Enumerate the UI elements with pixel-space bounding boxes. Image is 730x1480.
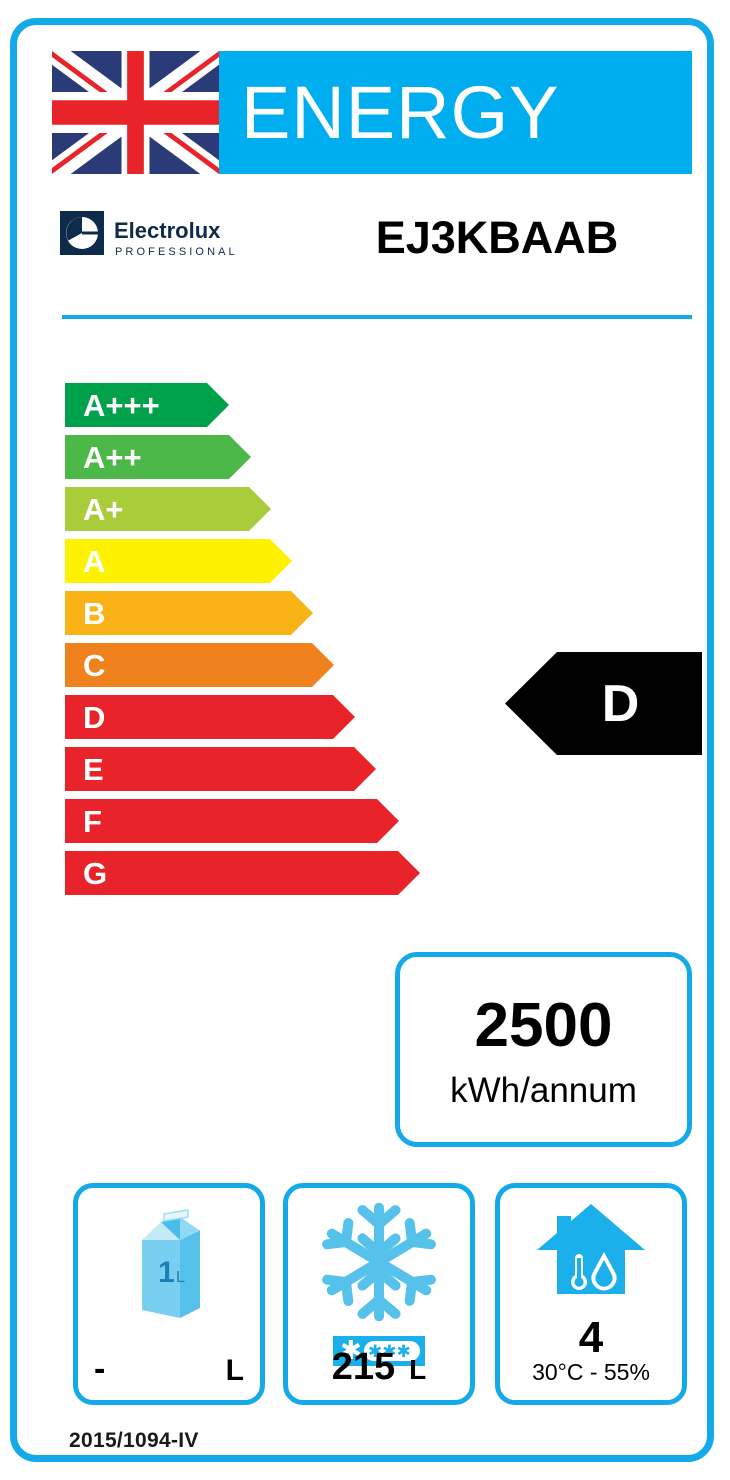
header-divider <box>62 315 692 319</box>
rating-class-letter: D <box>601 674 640 733</box>
scale-bar-label: C <box>83 647 106 683</box>
freezer-footer: 215 L <box>288 1348 470 1386</box>
fridge-volume-unit: L <box>225 1354 244 1387</box>
scale-row-A: A <box>65 539 465 583</box>
svg-text:PROFESSIONAL: PROFESSIONAL <box>115 246 238 258</box>
uk-flag-icon <box>52 51 219 174</box>
scale-bar-B: B <box>65 591 313 635</box>
scale-bar-body: G <box>65 851 398 895</box>
scale-row-G: G <box>65 851 465 895</box>
climate-class-box: 4 30°C - 55% <box>495 1183 687 1405</box>
scale-bar-E: E <box>65 747 376 791</box>
scale-bar-arrow-tip <box>333 695 355 739</box>
regulation-reference: 2015/1094-IV <box>69 1429 199 1452</box>
scale-bar-body: C <box>65 643 312 687</box>
energy-title: ENERGY <box>241 70 560 154</box>
scale-bar-Aplus: A+ <box>65 487 271 531</box>
scale-bar-body: B <box>65 591 291 635</box>
freezer-volume-value: 215 <box>331 1346 396 1388</box>
carton-unit-text: L <box>176 1269 185 1286</box>
scale-bar-body: A++ <box>65 435 229 479</box>
scale-bar-A: A <box>65 539 292 583</box>
svg-text:✱: ✱ <box>340 1336 362 1365</box>
fridge-volume-value: - <box>94 1350 106 1388</box>
scale-row-Aplusplusplus: A+++ <box>65 383 465 427</box>
scale-row-B: B <box>65 591 465 635</box>
scale-bar-body: D <box>65 695 333 739</box>
scale-bar-label: A++ <box>83 439 142 475</box>
climate-class-value: 4 <box>578 1313 604 1362</box>
scale-row-E: E <box>65 747 465 791</box>
scale-bar-label: F <box>83 803 102 839</box>
scale-row-D: D <box>65 695 465 739</box>
consumption-value: 2500 <box>474 991 613 1060</box>
model-name: EJ3KBAAB <box>375 212 619 263</box>
energy-class-scale: A+++ A++ A+ A B C D E F G <box>65 383 465 903</box>
fridge-footer: - L <box>78 1352 260 1386</box>
climate-conditions: 30°C - 55% <box>532 1359 650 1385</box>
brand-row: Electrolux PROFESSIONAL EJ3KBAAB <box>52 197 692 285</box>
scale-bar-C: C <box>65 643 334 687</box>
electrolux-professional-logo: Electrolux PROFESSIONAL <box>60 207 250 269</box>
scale-bar-body: A <box>65 539 270 583</box>
scale-bar-arrow-tip <box>377 799 399 843</box>
scale-bar-label: A+ <box>83 491 124 527</box>
scale-row-C: C <box>65 643 465 687</box>
scale-bar-Aplusplusplus: A+++ <box>65 383 229 427</box>
scale-row-Aplusplus: A++ <box>65 435 465 479</box>
scale-bar-body: A+ <box>65 487 249 531</box>
scale-bar-arrow-tip <box>270 539 292 583</box>
consumption-unit: kWh/annum <box>450 1071 637 1110</box>
scale-bar-Aplusplus: A++ <box>65 435 251 479</box>
scale-bar-body: E <box>65 747 354 791</box>
scale-bar-arrow-tip <box>207 383 229 427</box>
scale-bar-D: D <box>65 695 355 739</box>
scale-bar-arrow-tip <box>398 851 420 895</box>
scale-bar-F: F <box>65 799 399 843</box>
fridge-compartment-box: 1 L - L <box>73 1183 265 1405</box>
energy-banner: ENERGY <box>219 51 692 174</box>
svg-text:Electrolux: Electrolux <box>114 218 221 243</box>
scale-bar-arrow-tip <box>249 487 271 531</box>
scale-bar-arrow-tip <box>354 747 376 791</box>
freezer-volume-unit: L <box>409 1354 427 1385</box>
carton-volume-text: 1 <box>158 1256 175 1289</box>
freezer-compartment-box: ✱ ✱✱✱ 215 L <box>283 1183 475 1405</box>
house-thermometer-humidity-icon <box>500 1200 682 1304</box>
scale-bar-label: G <box>83 855 108 891</box>
milk-carton-icon: 1 L <box>78 1200 260 1328</box>
svg-text:✱✱✱: ✱✱✱ <box>368 1342 411 1361</box>
scale-bar-body: A+++ <box>65 383 207 427</box>
rating-arrow: D <box>505 652 702 755</box>
scale-bar-G: G <box>65 851 420 895</box>
energy-label-frame: ENERGY Electrolux PROFESSIONAL EJ3KBAAB … <box>10 18 714 1462</box>
label-header: ENERGY <box>52 51 692 174</box>
scale-bar-label: A <box>83 543 106 579</box>
scale-bar-label: B <box>83 595 106 631</box>
four-star-freezer-badge: ✱ ✱✱✱ <box>288 1336 470 1366</box>
consumption-box: 2500 kWh/annum <box>395 952 692 1147</box>
scale-bar-label: D <box>83 699 106 735</box>
scale-bar-label: E <box>83 751 104 787</box>
snowflake-icon <box>288 1200 470 1324</box>
scale-row-Aplus: A+ <box>65 487 465 531</box>
scale-bar-body: F <box>65 799 377 843</box>
scale-bar-arrow-tip <box>229 435 251 479</box>
scale-bar-label: A+++ <box>83 387 160 423</box>
scale-row-F: F <box>65 799 465 843</box>
scale-bar-arrow-tip <box>291 591 313 635</box>
scale-bar-arrow-tip <box>312 643 334 687</box>
